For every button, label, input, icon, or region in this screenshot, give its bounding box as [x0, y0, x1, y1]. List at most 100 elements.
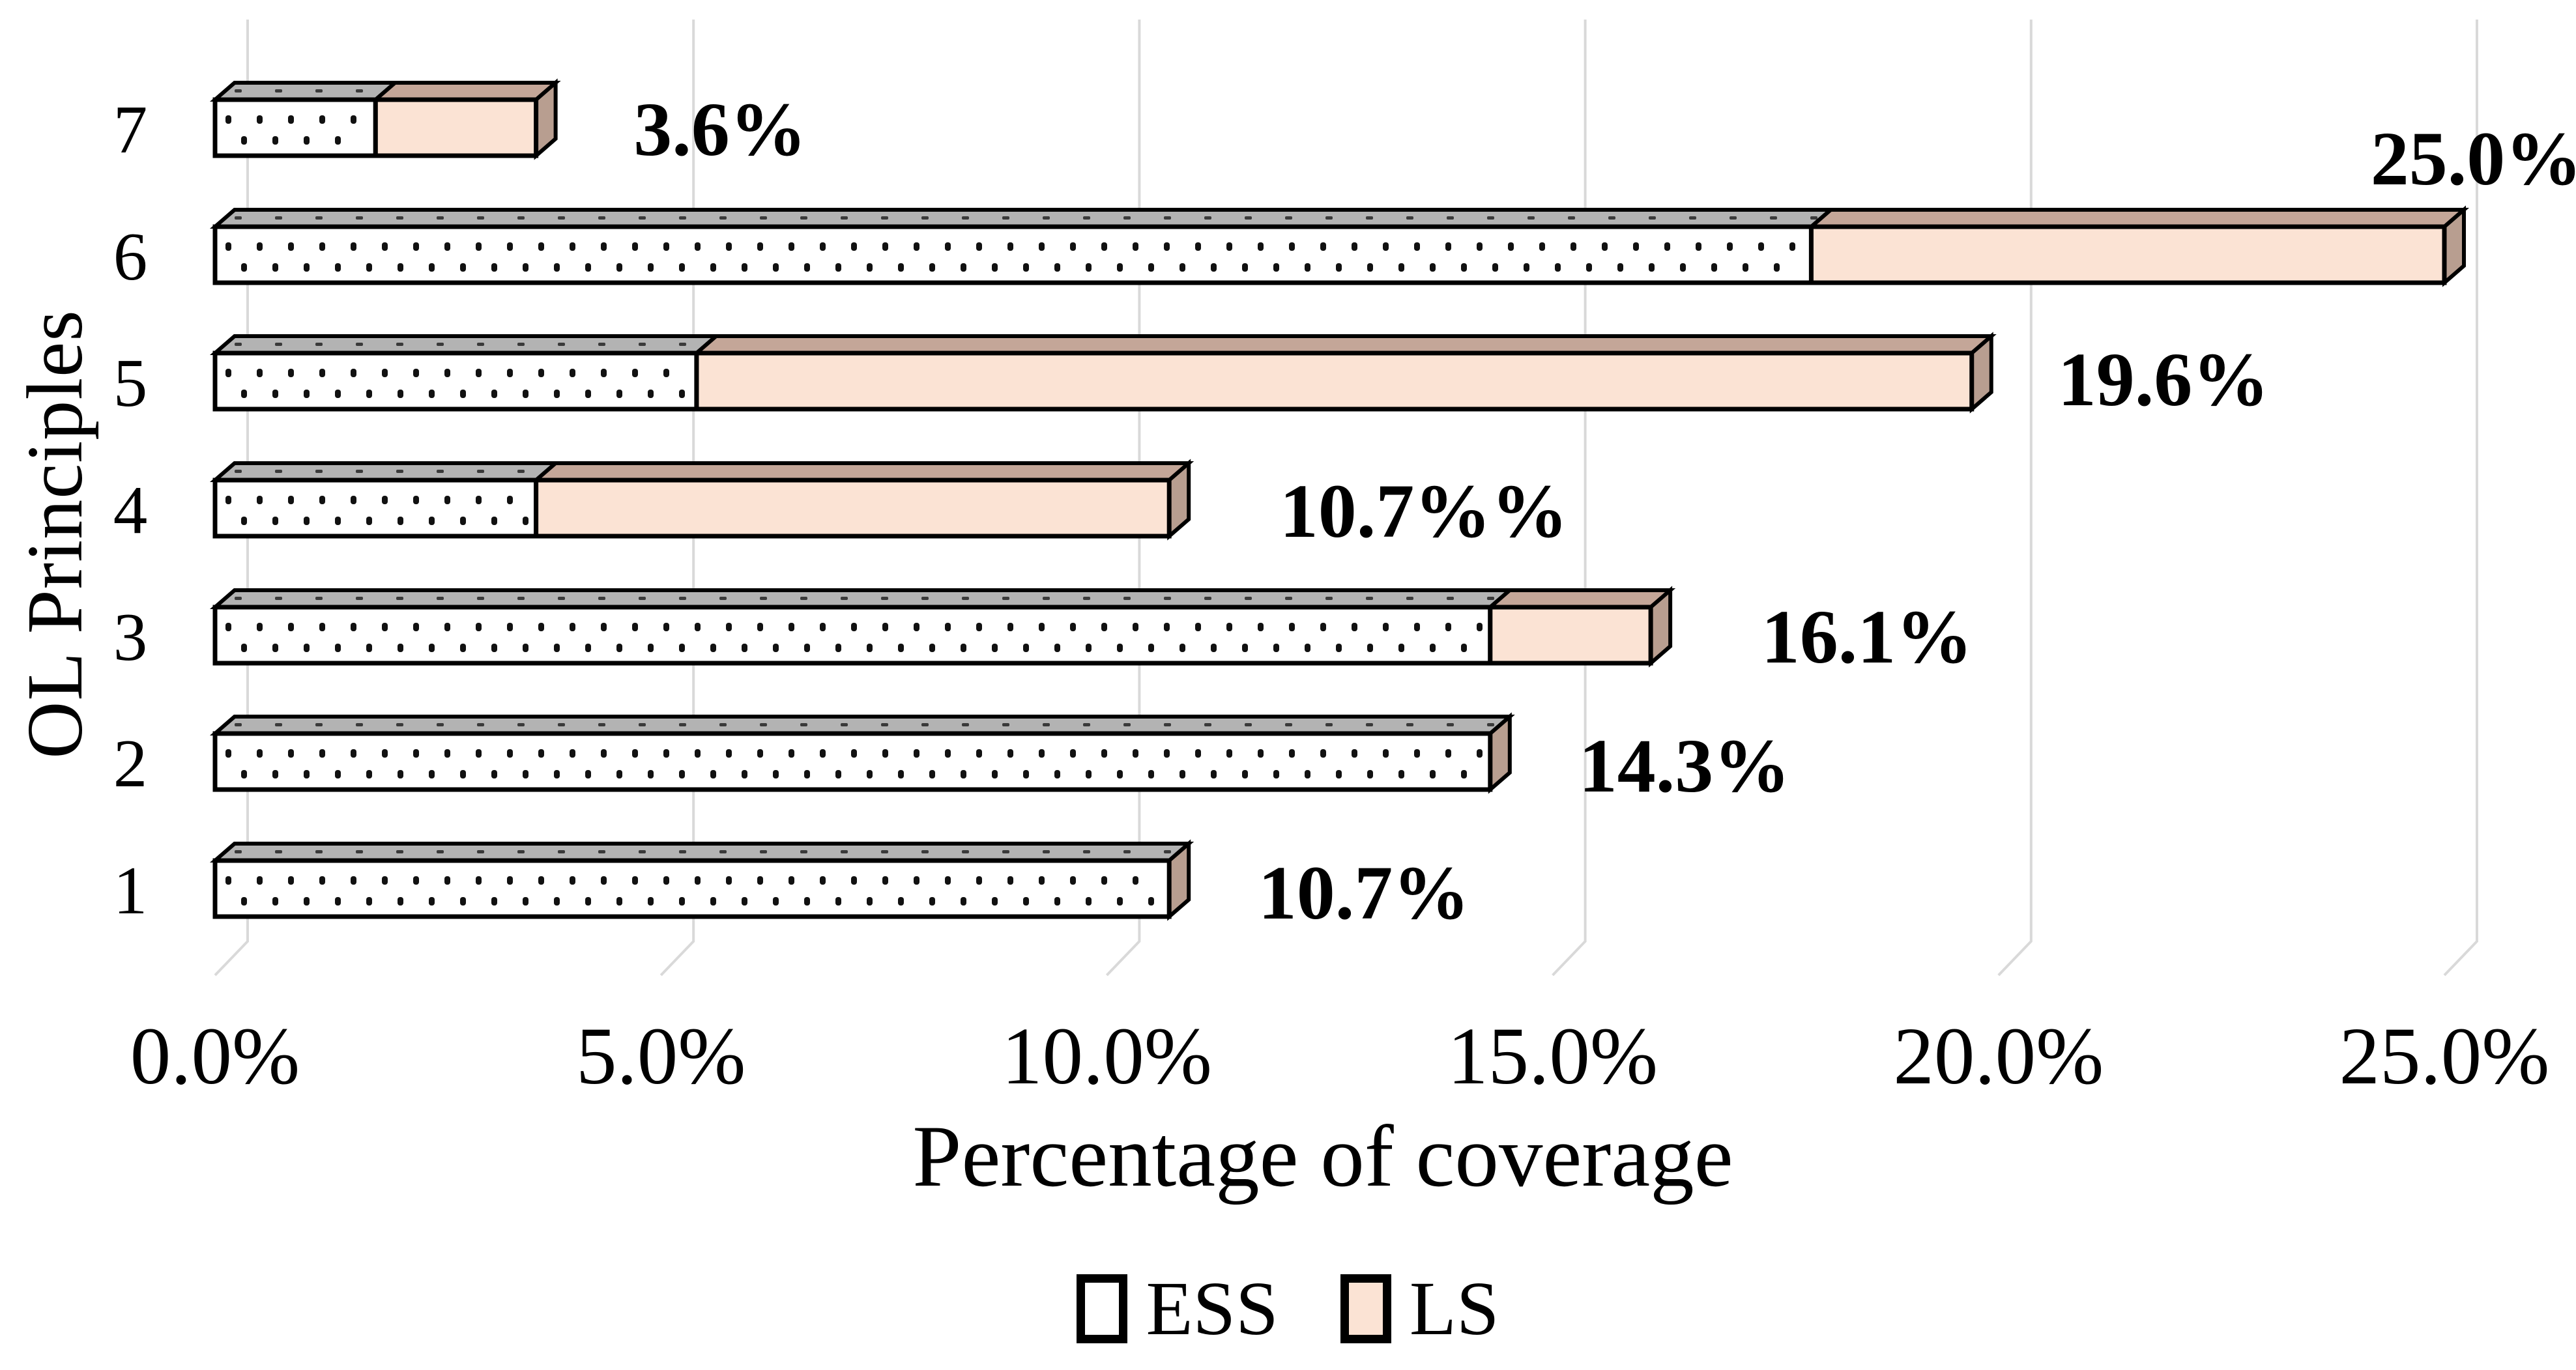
top-face-dash	[356, 343, 363, 346]
ess-dot	[241, 770, 247, 778]
ess-dot	[742, 770, 747, 778]
ess-dot	[648, 644, 654, 652]
ess-dot	[820, 623, 826, 631]
top-face-dash	[1245, 723, 1252, 726]
top-face-dash	[437, 597, 444, 600]
top-face-dash	[1002, 850, 1009, 853]
top-face-dash	[517, 850, 525, 853]
ess-dot	[554, 644, 560, 652]
ess-dot	[1445, 623, 1451, 631]
top-face-dash	[477, 470, 484, 473]
ess-dot	[272, 390, 278, 398]
ess-dot	[304, 390, 310, 398]
ess-dot	[1117, 897, 1123, 906]
ess-dot	[304, 897, 310, 906]
ess-dot	[319, 496, 325, 504]
ess-dot	[351, 369, 356, 377]
ess-dot	[429, 897, 435, 906]
ess-dot	[413, 369, 419, 377]
ess-dot	[663, 749, 669, 758]
ess-dot	[491, 263, 497, 272]
ess-dot	[632, 369, 638, 377]
ess-dot	[538, 749, 544, 758]
ess-dot	[757, 876, 763, 885]
ess-dot	[679, 263, 685, 272]
ess-dot	[961, 770, 966, 778]
top-face-dash	[396, 216, 403, 220]
top-face-dash	[558, 723, 565, 726]
top-face-dash	[1487, 597, 1494, 600]
y-tick-label: 7	[113, 91, 148, 167]
top-face-dash	[315, 597, 323, 600]
ess-dot	[616, 897, 622, 906]
ess-dot	[304, 770, 310, 778]
ess-dot	[1320, 623, 1326, 631]
gridline	[2443, 20, 2478, 977]
ess-dot	[1007, 623, 1013, 631]
ess-dot	[319, 115, 325, 124]
ess-dot	[460, 770, 466, 778]
x-tick-label: 10.0%	[1002, 1012, 1212, 1102]
ess-dot	[476, 242, 482, 251]
ess-dot	[413, 876, 419, 885]
ess-dot	[1086, 644, 1092, 652]
ess-dot	[1586, 263, 1592, 272]
ess-dot	[366, 390, 372, 398]
top-face-dash	[881, 216, 888, 220]
ess-dot	[679, 390, 685, 398]
top-face-dash	[800, 850, 807, 853]
ess-dot	[272, 770, 278, 778]
ess-dot	[225, 242, 231, 251]
bar-total-label: 10.7%	[1258, 850, 1470, 935]
top-face-dash	[1487, 216, 1494, 220]
ess-dot	[1383, 242, 1389, 251]
ess-dot	[898, 263, 904, 272]
legend-label-ess: ESS	[1146, 1266, 1279, 1351]
ess-dot	[945, 242, 951, 251]
top-face-dash	[315, 343, 323, 346]
top-face-dash	[1447, 597, 1454, 600]
ess-dot	[476, 369, 482, 377]
ess-dot	[1305, 644, 1310, 652]
ess-dot	[914, 623, 919, 631]
top-face-dash	[1245, 597, 1252, 600]
ess-dot	[366, 644, 372, 652]
ess-dot	[695, 876, 701, 885]
top-face-dash	[275, 850, 282, 853]
ess-dot	[398, 263, 403, 272]
ess-dot	[742, 263, 747, 272]
ess-dot	[1148, 644, 1154, 652]
ess-dot	[1352, 749, 1357, 758]
top-face-dash	[235, 470, 242, 473]
ess-dot	[257, 115, 263, 124]
ess-dot	[929, 263, 935, 272]
ess-dot	[1179, 263, 1185, 272]
ess-dot	[413, 623, 419, 631]
ess-dot	[444, 369, 450, 377]
top-face-dash	[275, 470, 282, 473]
ess-dot	[398, 644, 403, 652]
ess-dot	[1242, 770, 1248, 778]
top-face-dash	[1285, 723, 1292, 726]
ess-dot	[491, 897, 497, 906]
ess-dot	[929, 770, 935, 778]
ess-dot	[663, 242, 669, 251]
ess-dot	[1133, 242, 1138, 251]
ess-dot	[914, 876, 919, 885]
ess-dot	[241, 136, 247, 145]
ess-dot	[1289, 749, 1295, 758]
top-face-dash	[315, 723, 323, 726]
ess-dot	[1133, 876, 1138, 885]
top-face-dash	[477, 597, 484, 600]
bar-segment-ess	[212, 605, 1493, 666]
top-face-dash	[1527, 216, 1535, 220]
bar-top-ess	[209, 715, 1515, 735]
ess-dot	[429, 517, 435, 525]
ess-dot	[491, 517, 497, 525]
top-face-dash	[1406, 723, 1413, 726]
top-face-dash	[517, 723, 525, 726]
bar-top-ess	[209, 461, 561, 482]
ess-dot	[1430, 644, 1436, 652]
ess-dot	[1383, 623, 1389, 631]
ess-dot	[945, 876, 951, 885]
